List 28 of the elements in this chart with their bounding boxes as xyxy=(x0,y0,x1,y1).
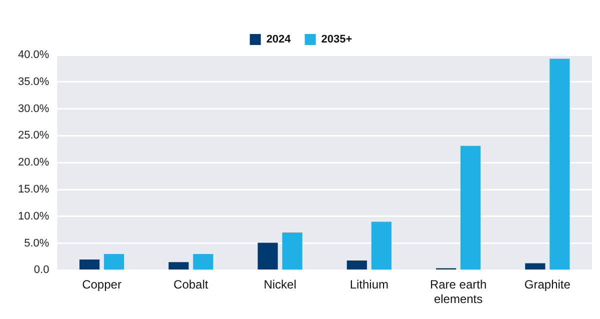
bar xyxy=(258,242,278,270)
y-tick-label: 35.0% xyxy=(18,76,50,88)
x-tick-label: Cobalt xyxy=(174,278,209,292)
legend-label: 2024 xyxy=(266,34,292,46)
bar xyxy=(79,259,100,270)
x-tick-label: Graphite xyxy=(524,278,571,292)
x-tick-label: Copper xyxy=(82,278,122,292)
y-tick-label: 25.0% xyxy=(18,130,50,142)
y-tick-label: 30.0% xyxy=(18,102,50,115)
y-tick-label: 15.0% xyxy=(18,184,50,196)
x-tick-label: Nickel xyxy=(264,278,296,292)
bar xyxy=(168,262,189,270)
y-tick-label: 40.0% xyxy=(18,49,50,62)
y-tick-label: 20.0% xyxy=(18,156,50,169)
bar xyxy=(282,232,302,270)
legend-label: 2035+ xyxy=(321,34,352,46)
bar xyxy=(525,263,546,270)
bar xyxy=(550,58,570,270)
x-tick-label: Rare earth elements xyxy=(430,278,487,306)
bar xyxy=(460,146,481,270)
y-tick-label: 5.0% xyxy=(24,237,50,250)
bar xyxy=(371,222,392,270)
y-tick-label: 10.0% xyxy=(18,210,50,222)
bar xyxy=(104,254,124,270)
x-tick-label: Lithium xyxy=(350,278,389,292)
y-tick-label: 0.0 xyxy=(34,264,50,276)
bar xyxy=(346,260,367,270)
bar xyxy=(193,254,214,270)
